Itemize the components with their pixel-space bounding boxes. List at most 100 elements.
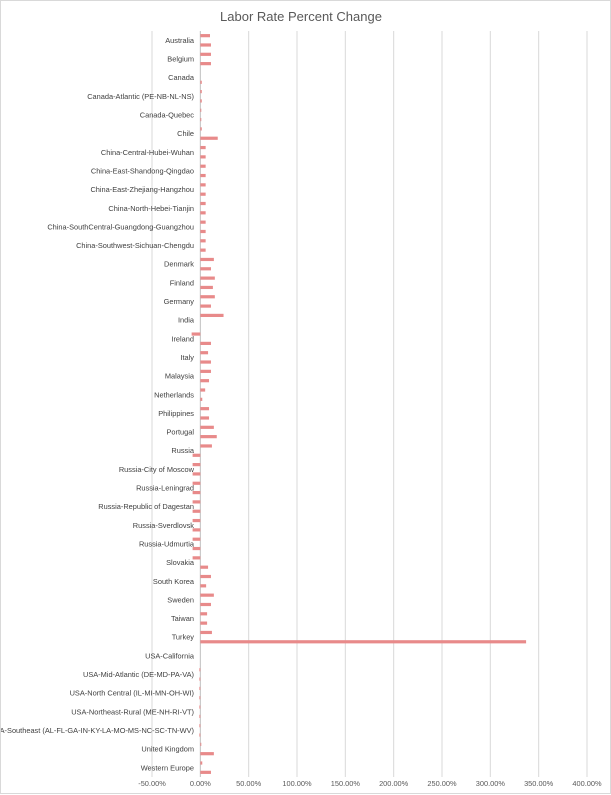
bar bbox=[200, 267, 211, 271]
bar bbox=[200, 192, 206, 196]
bar bbox=[200, 742, 202, 746]
bar bbox=[199, 714, 201, 718]
bar bbox=[200, 416, 210, 420]
category-label: USA-Mid-Atlantic (DE-MD-PA-VA) bbox=[83, 670, 194, 679]
bar bbox=[200, 397, 203, 401]
bars bbox=[191, 34, 527, 774]
category-label: Russia bbox=[171, 446, 194, 455]
bar bbox=[199, 686, 201, 691]
bar bbox=[192, 463, 201, 467]
bar bbox=[200, 360, 211, 364]
bar bbox=[200, 574, 211, 579]
bar bbox=[200, 752, 214, 756]
x-tick-label: 100.00% bbox=[282, 779, 312, 788]
category-label: Portugal bbox=[166, 428, 194, 437]
bar bbox=[200, 34, 210, 38]
bar bbox=[199, 724, 201, 728]
bar bbox=[200, 379, 210, 383]
category-label: Russia-Udmurtia bbox=[139, 539, 195, 548]
category-label: China-East-Shandong-Qingdao bbox=[91, 166, 194, 175]
x-tick-label: 400.00% bbox=[572, 779, 602, 788]
bar bbox=[200, 164, 206, 168]
category-label: Malaysia bbox=[165, 372, 195, 381]
category-label: China-North-Hebei-Tianjin bbox=[108, 204, 194, 213]
bar bbox=[192, 481, 201, 485]
bar bbox=[200, 593, 214, 597]
category-label: Turkey bbox=[172, 633, 195, 642]
chart-title: Labor Rate Percent Change bbox=[220, 9, 382, 24]
bar bbox=[192, 556, 201, 560]
category-label: Russia-Leningrad bbox=[136, 484, 194, 493]
bar bbox=[200, 90, 202, 94]
bar bbox=[200, 229, 206, 234]
bar bbox=[200, 108, 202, 112]
bar bbox=[200, 630, 212, 635]
category-label: China-Southwest-Sichuan-Chengdu bbox=[76, 241, 194, 250]
bar bbox=[200, 117, 202, 122]
category-label: Australia bbox=[165, 36, 195, 45]
gridlines bbox=[151, 31, 588, 777]
category-label: Canada-Atlantic (PE-NB-NL-NS) bbox=[87, 92, 194, 101]
category-label: Philippines bbox=[158, 409, 194, 418]
bar bbox=[200, 369, 211, 373]
category-label: Russia-City of Moscow bbox=[119, 465, 195, 474]
bar bbox=[192, 490, 201, 495]
bar bbox=[192, 546, 201, 551]
bar bbox=[200, 248, 206, 252]
category-label: Ireland bbox=[171, 334, 194, 343]
bar bbox=[200, 99, 202, 103]
bar bbox=[200, 602, 211, 607]
category-label: USA-Northeast-Rural (ME-NH-RI-VT) bbox=[71, 707, 194, 716]
bar bbox=[200, 640, 527, 644]
bar bbox=[200, 425, 214, 429]
bar bbox=[200, 388, 206, 392]
bar bbox=[200, 285, 213, 290]
bar bbox=[200, 62, 211, 66]
bar bbox=[192, 537, 201, 541]
bar bbox=[200, 565, 209, 569]
category-label: Russia-Sverdlovsk bbox=[133, 521, 195, 530]
bar bbox=[200, 211, 206, 215]
category-label: China-East-Zhejiang-Hangzhou bbox=[90, 185, 194, 194]
category-label: USA-California bbox=[145, 651, 195, 660]
category-label: United Kingdom bbox=[141, 745, 194, 754]
category-label: USA-North Central (IL-MI-MN-OH-WI) bbox=[70, 689, 194, 698]
bar bbox=[199, 733, 201, 737]
bar bbox=[200, 173, 206, 178]
bar bbox=[200, 155, 206, 159]
bar bbox=[199, 696, 201, 700]
bar bbox=[200, 295, 215, 299]
bar bbox=[192, 509, 201, 513]
bar bbox=[192, 518, 201, 523]
category-label: Canada bbox=[168, 73, 195, 82]
category-label: India bbox=[178, 316, 195, 325]
bar bbox=[200, 239, 206, 243]
bar bbox=[200, 220, 206, 224]
x-tick-label: 150.00% bbox=[331, 779, 361, 788]
bar bbox=[200, 201, 206, 206]
bar bbox=[200, 407, 210, 411]
bar bbox=[200, 770, 211, 774]
bar bbox=[200, 136, 218, 140]
x-tick-label: 0.00% bbox=[190, 779, 211, 788]
bar bbox=[200, 435, 217, 439]
bar bbox=[200, 183, 206, 187]
category-label: China-SouthCentral-Guangdong-Guangzhou bbox=[47, 222, 194, 231]
category-label: Western Europe bbox=[141, 763, 194, 772]
category-label: Denmark bbox=[164, 260, 194, 269]
bar bbox=[200, 127, 202, 131]
category-label: Sweden bbox=[167, 595, 194, 604]
category-labels: Australia Belgium Canada Canada-Atlantic (P… bbox=[1, 36, 195, 772]
x-tick-label: -50.00% bbox=[138, 779, 166, 788]
category-label: Slovakia bbox=[166, 558, 195, 567]
category-label: Finland bbox=[170, 278, 194, 287]
bar bbox=[192, 528, 201, 532]
bar bbox=[192, 453, 201, 457]
bar bbox=[200, 761, 203, 765]
bar bbox=[200, 52, 211, 56]
bar bbox=[200, 341, 211, 345]
category-label: Taiwan bbox=[171, 614, 194, 623]
bar bbox=[192, 472, 201, 476]
